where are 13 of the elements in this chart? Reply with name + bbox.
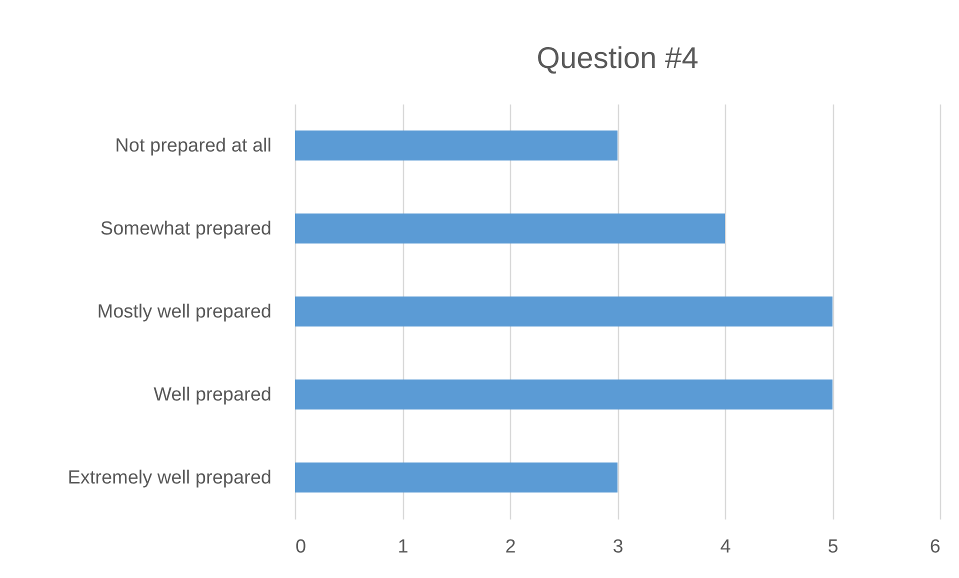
x-tick-label: 4 [720, 536, 732, 558]
x-tick-label: 5 [828, 536, 838, 558]
y-tick-label: Mostly well prepared [97, 302, 272, 322]
x-tick-label: 0 [296, 536, 306, 558]
x-tick-label: 1 [398, 536, 408, 558]
x-tick-label: 6 [930, 536, 940, 558]
x-tick-label: 3 [612, 536, 624, 558]
y-tick-label: Well prepared [154, 384, 272, 406]
y-tick-label: Extremely well prepared [68, 468, 272, 488]
y-tick-label: Not prepared at all [115, 136, 272, 156]
y-tick-label: Somewhat prepared [100, 218, 272, 240]
chart-title: Question #4 [536, 42, 698, 75]
x-tick-label: 2 [505, 536, 516, 558]
